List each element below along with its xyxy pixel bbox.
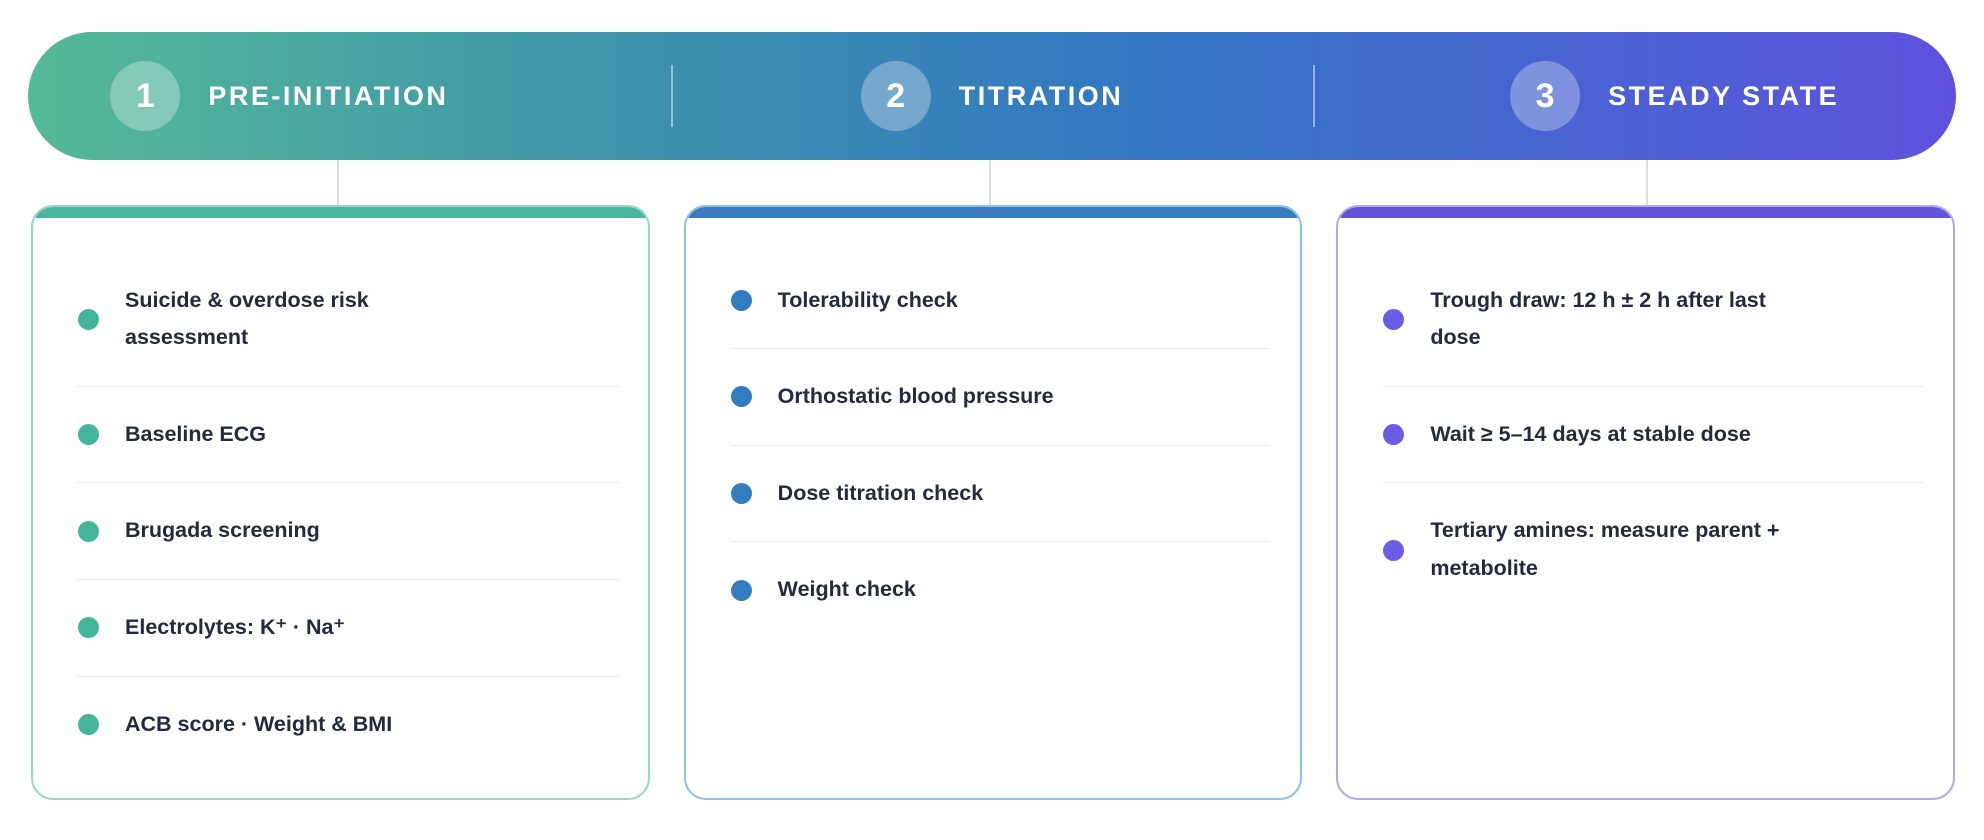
list-item-label: Wait ≥ 5–14 days at stable dose (1430, 421, 1751, 446)
card-steady-state-body: Trough draw: 12 h ± 2 h after last dose … (1338, 218, 1953, 617)
list-item: Dose titration check (730, 444, 1271, 542)
phase-3-number-badge: 3 (1510, 61, 1581, 131)
list-item-label: Baseline ECG (125, 421, 266, 446)
list-item: Tolerability check (730, 253, 1271, 349)
card-steady-state: Trough draw: 12 h ± 2 h after last dose … (1336, 205, 1956, 800)
phase-header-steady-state: 3 STEADY STATE (1353, 32, 1984, 160)
phase-header-pre-initiation: 1 PRE-INITIATION (0, 32, 601, 160)
list-item: Weight check (730, 541, 1271, 638)
phase-divider (670, 65, 673, 127)
list-item: Electrolytes: K⁺ · Na⁺ (78, 579, 618, 676)
bullet-icon (730, 483, 752, 505)
list-item-label: ACB score · Weight & BMI (125, 711, 393, 736)
list-item: Tertiary amines: measure parent + metabo… (1383, 482, 1924, 616)
titration-checklist: Tolerability check Orthostatic blood pre… (730, 253, 1271, 639)
card-pre-initiation-body: Suicide & overdose risk assessment Basel… (33, 218, 648, 773)
bullet-icon (78, 308, 99, 330)
phase-2-title: TITRATION (958, 80, 1124, 111)
phase-3-title: STEADY STATE (1608, 80, 1840, 111)
list-item-label: Electrolytes: K⁺ · Na⁺ (125, 615, 345, 639)
phase-2-number-badge: 2 (860, 61, 931, 131)
steady-state-checklist: Trough draw: 12 h ± 2 h after last dose … (1383, 253, 1924, 617)
card-titration: Tolerability check Orthostatic blood pre… (683, 205, 1303, 800)
phase-divider (1313, 65, 1316, 127)
connector-line (337, 160, 339, 206)
bullet-icon (730, 386, 752, 408)
list-item-label: Tolerability check (777, 287, 958, 312)
card-titration-body: Tolerability check Orthostatic blood pre… (686, 218, 1301, 639)
phase-1-number-badge: 1 (110, 61, 181, 131)
bullet-icon (78, 424, 99, 446)
card-accent-bar (1338, 207, 1954, 218)
list-item-label: Orthostatic blood pressure (777, 384, 1054, 409)
list-item: Wait ≥ 5–14 days at stable dose (1383, 385, 1924, 483)
card-accent-bar (685, 207, 1301, 218)
bullet-icon (1383, 424, 1405, 446)
list-item: Orthostatic blood pressure (730, 348, 1271, 445)
bullet-icon (78, 520, 99, 542)
phase-1-title: PRE-INITIATION (208, 80, 449, 111)
list-item: Brugada screening (78, 482, 618, 579)
connector-line (1646, 160, 1648, 206)
card-pre-initiation: Suicide & overdose risk assessment Basel… (31, 205, 650, 800)
connector-line (989, 160, 991, 206)
list-item-label: Brugada screening (125, 518, 320, 543)
list-item-label: Weight check (777, 577, 916, 602)
cards-row: Suicide & overdose risk assessment Basel… (31, 205, 1956, 800)
bullet-icon (730, 289, 752, 311)
list-item: ACB score · Weight & BMI (78, 675, 618, 773)
phase-header-titration: 2 TITRATION (671, 32, 1314, 160)
bullet-icon (1383, 539, 1405, 561)
bullet-icon (78, 617, 99, 639)
phase-header-bar: 1 PRE-INITIATION 2 TITRATION 3 STEADY ST… (28, 32, 1956, 160)
list-item-label: Trough draw: 12 h ± 2 h after last dose (1430, 287, 1766, 350)
bullet-icon (1383, 308, 1405, 330)
list-item-label: Suicide & overdose risk assessment (125, 287, 369, 350)
list-item: Baseline ECG (78, 385, 618, 483)
list-item: Suicide & overdose risk assessment (78, 253, 618, 386)
card-accent-bar (32, 207, 648, 218)
list-item-label: Dose titration check (777, 480, 984, 505)
bullet-icon (730, 579, 752, 601)
pre-initiation-checklist: Suicide & overdose risk assessment Basel… (78, 253, 618, 773)
list-item: Trough draw: 12 h ± 2 h after last dose (1383, 253, 1923, 386)
list-item-label: Tertiary amines: measure parent + metabo… (1430, 518, 1780, 580)
bullet-icon (78, 713, 99, 735)
